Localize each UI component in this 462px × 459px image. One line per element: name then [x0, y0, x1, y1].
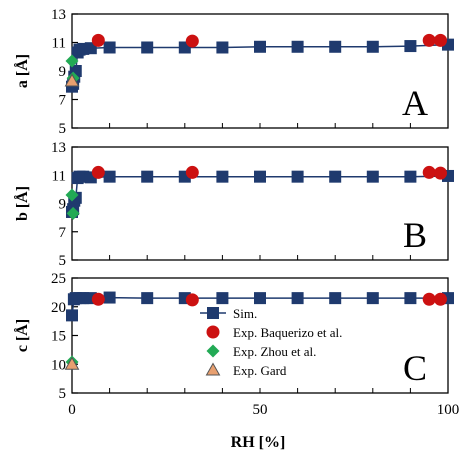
x-axis-title: RH [%]: [231, 434, 286, 451]
y-tick-label: 5: [59, 121, 67, 137]
data-point-sim: [103, 41, 116, 54]
data-point-exp-zhou-et-al: [65, 54, 79, 68]
data-point-sim: [141, 292, 154, 305]
y-tick-label: 13: [51, 7, 66, 23]
y-tick-label: 9: [59, 197, 67, 213]
y-tick-label: 20: [51, 300, 66, 316]
data-point-exp-baquerizo-et-al: [185, 165, 199, 179]
legend: Sim. Exp. Baquerizo et al. Exp. Zhou et al…: [200, 306, 342, 378]
data-point-sim: [329, 292, 342, 305]
y-tick-label: 13: [51, 140, 66, 156]
data-point-sim: [254, 170, 266, 183]
plot-frame: [71, 13, 449, 129]
data-point-sim: [329, 170, 342, 183]
legend-marker: [207, 307, 219, 319]
data-point-exp-baquerizo-et-al: [433, 292, 447, 306]
data-point-sim: [84, 42, 97, 55]
data-point-sim: [141, 41, 154, 54]
data-point-exp-baquerizo-et-al: [422, 33, 436, 47]
data-point-sim: [404, 40, 417, 53]
data-point-sim: [329, 40, 342, 53]
data-point-sim: [366, 40, 379, 53]
y-axis-title: c [Å]: [13, 319, 31, 352]
data-point-exp-zhou-et-al: [66, 206, 80, 220]
legend-marker: [205, 362, 221, 376]
data-point-exp-gard: [64, 73, 80, 87]
data-point-exp-baquerizo-et-al: [422, 292, 436, 306]
data-point-sim: [366, 292, 379, 305]
data-point-sim: [404, 170, 417, 183]
legend-label: Sim.: [233, 306, 257, 321]
data-point-exp-baquerizo-et-al: [433, 166, 447, 180]
y-tick-label: 15: [51, 329, 66, 345]
data-point-exp-baquerizo-et-al: [185, 293, 199, 307]
y-tick-label: 7: [59, 93, 67, 109]
y-tick-label: 9: [59, 64, 67, 80]
y-tick-label: 11: [52, 168, 66, 184]
data-point-exp-baquerizo-et-al: [91, 33, 105, 47]
data-point-sim: [141, 170, 154, 183]
data-point-sim: [66, 309, 78, 322]
panel-letter: C: [403, 348, 427, 388]
panel-a: 5 7 9 11 13 a [Å] A: [13, 7, 454, 137]
data-point-sim: [254, 40, 266, 53]
data-point-exp-zhou-et-al: [65, 188, 79, 202]
panel-c: 5 10 15 20 25 0 50 100 c [Å] C Sim. Exp. Baquerizo …: [13, 271, 459, 418]
data-point-sim: [254, 292, 266, 305]
panel-letter: B: [403, 215, 427, 255]
data-point-exp-baquerizo-et-al: [91, 165, 105, 179]
data-point-sim: [216, 170, 229, 183]
data-point-sim: [366, 170, 379, 183]
legend-label: Exp. Baquerizo et al.: [233, 325, 342, 340]
data-point-exp-baquerizo-et-al: [422, 165, 436, 179]
plot-frame: [71, 146, 449, 261]
y-tick-label: 10: [51, 357, 66, 373]
data-point-sim: [291, 292, 304, 305]
y-axis-title: b [Å]: [13, 186, 31, 221]
legend-marker: [206, 344, 220, 358]
data-point-sim: [103, 291, 116, 304]
data-point-exp-baquerizo-et-al: [185, 34, 199, 48]
x-tick-label: 0: [68, 402, 76, 418]
legend-marker: [206, 325, 220, 339]
y-tick-label: 25: [51, 271, 66, 287]
data-point-exp-baquerizo-et-al: [433, 33, 447, 47]
data-point-sim: [291, 40, 304, 53]
data-point-sim: [291, 170, 304, 183]
data-point-sim: [216, 41, 229, 54]
data-point-sim: [103, 170, 116, 183]
x-tick-label: 50: [253, 402, 268, 418]
data-point-exp-gard: [64, 356, 80, 370]
y-axis-title: a [Å]: [13, 54, 31, 88]
panel-b: 5 7 9 11 13 b [Å] B: [13, 140, 454, 269]
x-tick-label: 100: [437, 402, 460, 418]
y-tick-label: 5: [59, 386, 67, 402]
y-tick-label: 7: [59, 225, 67, 241]
y-tick-label: 11: [52, 36, 66, 52]
panel-letter: A: [402, 83, 428, 123]
legend-label: Exp. Zhou et al.: [233, 344, 316, 359]
data-point-sim: [404, 292, 417, 305]
data-point-sim: [216, 292, 229, 305]
legend-label: Exp. Gard: [233, 363, 287, 378]
data-point-exp-baquerizo-et-al: [91, 292, 105, 306]
y-tick-label: 5: [59, 253, 67, 269]
